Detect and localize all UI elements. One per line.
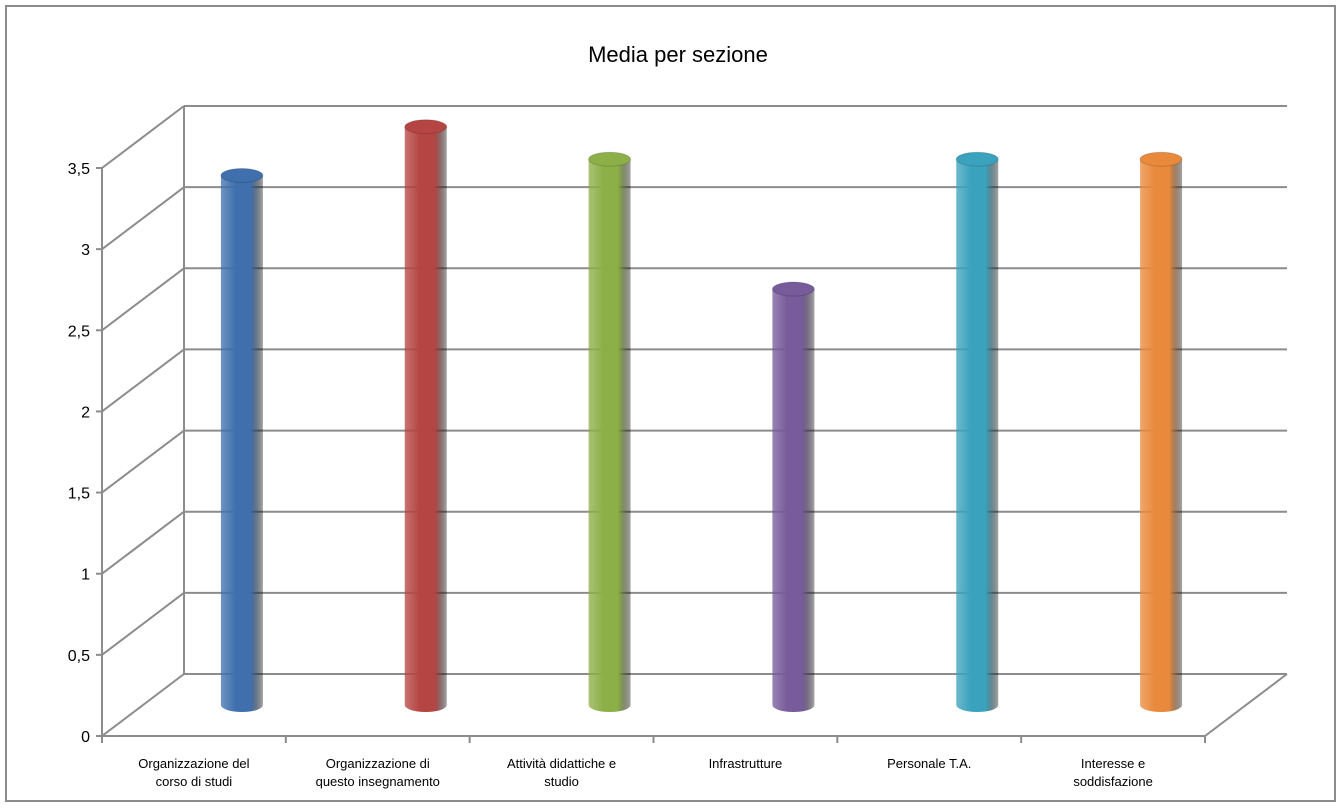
- bar-top: [404, 119, 448, 135]
- gridline-diagonal: [101, 186, 185, 250]
- bar: [404, 119, 448, 713]
- gridline-diagonal: [101, 105, 185, 169]
- y-tick-label: 2: [81, 404, 90, 421]
- y-tick-label: 3,5: [68, 161, 90, 178]
- bar: [771, 281, 815, 712]
- bar-body: [772, 289, 815, 712]
- bar-top: [1139, 151, 1183, 167]
- y-tick-label: 0: [81, 729, 90, 746]
- gridline-diagonal: [101, 673, 185, 737]
- bar-body: [956, 159, 999, 712]
- bar-body: [588, 159, 631, 712]
- bar: [220, 167, 264, 712]
- x-category-label: Personale T.A.: [887, 756, 971, 771]
- x-category-label: Attività didattiche e studio: [507, 756, 616, 789]
- axes: [96, 167, 1288, 743]
- bars: [220, 119, 1183, 713]
- bar: [588, 151, 632, 712]
- bar-body: [404, 126, 447, 713]
- bar-body: [220, 175, 263, 712]
- gridline-diagonal: [101, 267, 185, 332]
- bar-top: [588, 151, 632, 167]
- chart-walls: [101, 105, 1287, 737]
- x-category-label: Organizzazione di questo insegnamento: [316, 756, 440, 789]
- floor-edge: [1204, 673, 1288, 737]
- gridline-diagonal: [101, 510, 185, 575]
- y-tick-label: 1,5: [68, 486, 90, 503]
- chart-title: Media per sezione: [588, 42, 768, 67]
- bar: [955, 151, 999, 712]
- bar-top: [220, 167, 264, 183]
- y-tick-label: 1: [81, 567, 90, 584]
- y-tick-label: 0,5: [68, 648, 90, 665]
- x-category-label: Organizzazione del corso di studi: [138, 756, 249, 789]
- gridline-diagonal: [101, 348, 185, 413]
- bar-top: [955, 151, 999, 167]
- labels: 0 0,5 1 1,5 2 2,5 3 3,5 Organizzazione del corso …: [68, 161, 1153, 789]
- bar-body: [1140, 159, 1183, 712]
- bar: [1139, 151, 1183, 712]
- bar-top: [771, 281, 815, 297]
- x-category-label: Interesse e soddisfazione: [1073, 756, 1153, 789]
- y-tick-label: 2,5: [68, 323, 90, 340]
- x-category-label: Infrastrutture: [709, 756, 783, 771]
- gridline-diagonal: [101, 429, 185, 494]
- gridline-diagonal: [101, 592, 185, 656]
- y-tick-label: 3: [81, 242, 90, 259]
